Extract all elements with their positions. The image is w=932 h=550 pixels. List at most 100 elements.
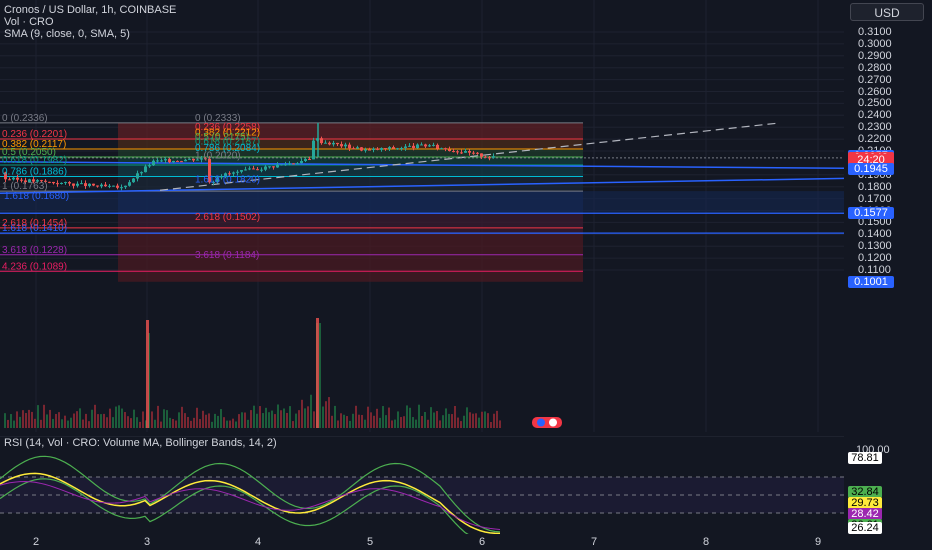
candle-body — [76, 183, 79, 186]
fib-zone — [118, 122, 583, 139]
volume-bar — [286, 412, 288, 428]
volume-bar — [232, 418, 234, 428]
volume-bar — [181, 406, 183, 428]
volume-bar — [238, 414, 240, 428]
candle-body — [480, 153, 483, 157]
volume-bar — [211, 421, 213, 428]
volume-bar — [484, 411, 486, 428]
price-tick: 0.1300 — [858, 240, 892, 253]
candle-body — [8, 179, 11, 181]
time-tick: 6 — [478, 536, 486, 548]
volume-bar — [226, 420, 228, 428]
candle-body — [312, 140, 315, 160]
candle-body — [264, 166, 267, 170]
fib-zone — [118, 213, 583, 234]
price-tick: 0.1200 — [858, 252, 892, 265]
volume-bar — [190, 420, 192, 428]
volume-bar — [307, 406, 309, 428]
flag-icon — [532, 417, 562, 428]
fib-right-label: 0.236 (0.2258) — [195, 122, 260, 133]
candle-body — [228, 173, 231, 175]
time-tick: 3 — [143, 536, 151, 548]
candle-body — [172, 160, 175, 163]
rsi-tag: 29.73 — [848, 497, 882, 509]
currency-button[interactable]: USD — [850, 3, 924, 21]
volume-bar — [40, 419, 42, 428]
volume-bar — [4, 413, 6, 428]
volume-bar — [235, 421, 237, 428]
volume-bar — [154, 419, 156, 428]
volume-bar — [229, 420, 231, 428]
volume-bar — [274, 414, 276, 428]
candle-body — [296, 163, 299, 165]
price-tag: 24:20 — [848, 153, 894, 166]
volume-bar — [481, 411, 483, 428]
candle-body — [112, 185, 115, 187]
time-tick: 8 — [702, 536, 710, 548]
candle-body — [452, 151, 455, 153]
volume-bar — [73, 413, 75, 428]
volume-bar — [376, 408, 378, 428]
price-tick: 0.3000 — [858, 37, 892, 50]
volume-legend[interactable]: Vol · CRO — [4, 16, 54, 28]
fib-right-label: 1 (0.2020) — [195, 151, 241, 162]
symbol-title[interactable]: Cronos / US Dollar, 1h, COINBASE — [4, 4, 177, 16]
time-axis[interactable]: 2 3 4 5 6 7 8 9 — [0, 534, 844, 550]
volume-bar — [271, 410, 273, 428]
volume-bar — [373, 415, 375, 428]
fib-zone — [118, 165, 583, 177]
candle-body — [140, 172, 143, 174]
price-tag: 0.1577 — [848, 207, 894, 220]
fib-left-label: 0.5 (0.2050) — [2, 147, 56, 158]
volume-bar — [385, 415, 387, 428]
volume-bar — [25, 413, 27, 428]
volume-bar — [499, 420, 501, 428]
volume-bar — [454, 406, 456, 428]
rsi-legend[interactable]: RSI (14, Vol · CRO: Volume MA, Bollinger… — [4, 437, 277, 449]
volume-bar — [421, 415, 423, 428]
time-tick: 7 — [590, 536, 598, 548]
candle-body — [240, 170, 243, 172]
rsi-chart[interactable] — [0, 436, 844, 534]
volume-bar — [136, 417, 138, 428]
flag-badge — [532, 417, 562, 428]
volume-bar — [388, 407, 390, 428]
volume-bar — [400, 417, 402, 428]
volume-bar — [490, 421, 492, 428]
candle-body — [88, 183, 91, 187]
volume-bar — [61, 419, 63, 428]
price-axis[interactable]: 0.3100 0.3000 0.2900 0.2800 0.2700 0.2600 0.25… — [844, 0, 932, 432]
volume-bar — [205, 414, 207, 428]
candle-body — [96, 185, 99, 187]
rsi-tag: 28.42 — [848, 508, 882, 520]
candle-body — [432, 144, 435, 146]
volume-bar — [199, 419, 201, 428]
volume-bar — [52, 418, 54, 428]
candle-body — [436, 144, 439, 149]
candle-body — [236, 171, 239, 173]
volume-bar — [175, 420, 177, 428]
volume-bar — [142, 411, 144, 428]
volume-bar — [247, 419, 249, 428]
volume-bar — [370, 412, 372, 428]
fib-zone — [118, 156, 583, 166]
candle-body — [464, 150, 467, 153]
volume-bar — [403, 416, 405, 428]
fib-left-label: 0.618 (0.1982) — [2, 155, 67, 166]
fib-zone — [118, 138, 583, 149]
volume-bar — [340, 413, 342, 428]
volume-bar — [394, 419, 396, 428]
candle-body — [128, 182, 131, 186]
fib-right-label: 0.618 (0.2137) — [195, 137, 260, 148]
volume-bar — [427, 419, 429, 428]
candle-body — [164, 159, 167, 161]
price-chart[interactable]: 0 (0.2336)0.236 (0.2201)0.382 (0.2117)0.… — [0, 0, 844, 432]
candle-body — [232, 172, 235, 174]
rsi-tag: 32.84 — [848, 486, 882, 498]
chart-legend: Cronos / US Dollar, 1h, COINBASE Vol · C… — [4, 4, 176, 40]
sma-legend[interactable]: SMA (9, close, 0, SMA, 5) — [4, 28, 130, 40]
volume-bar — [364, 419, 366, 428]
volume-bar — [10, 414, 12, 428]
candle-body — [420, 144, 423, 146]
